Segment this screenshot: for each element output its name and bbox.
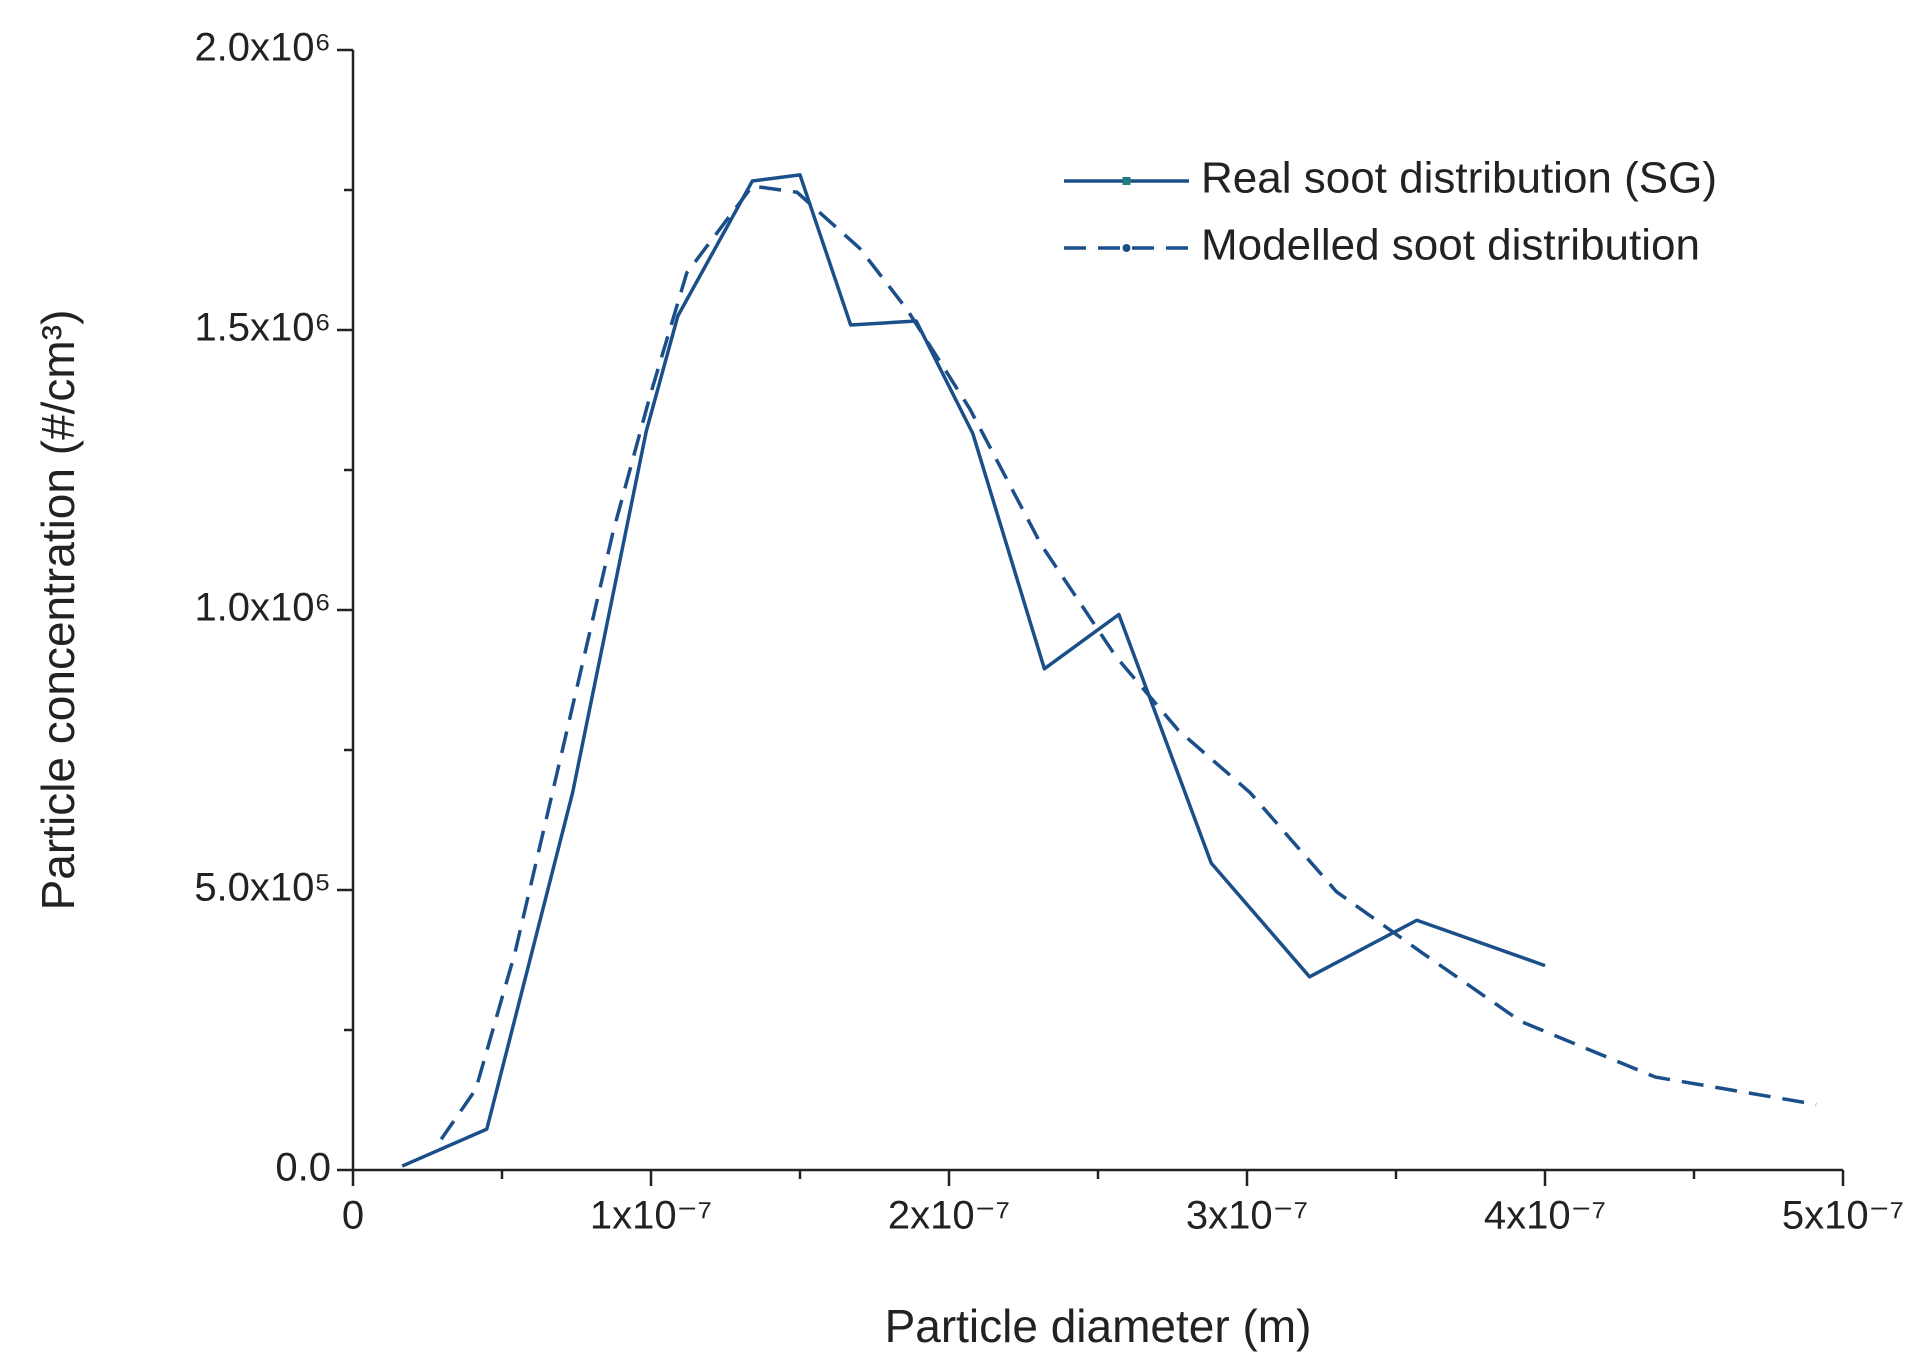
y-tick-label: 5.0x10⁵ [194,866,331,910]
x-tick-label: 2x10⁻⁷ [888,1194,1010,1238]
y-tick-label: 1.5x10⁶ [194,306,331,350]
x-tick-label: 4x10⁻⁷ [1484,1194,1606,1238]
series-line [439,184,1817,1141]
y-axis-title: Particle concentration (#/cm³) [32,310,84,911]
legend-marker [1122,177,1131,185]
y-tick-label: 0.0 [275,1146,331,1190]
legend-label: Real soot distribution (SG) [1201,154,1717,203]
legend-label: Modelled soot distribution [1201,221,1700,270]
legend-marker [1122,244,1131,252]
y-tick-label: 2.0x10⁶ [194,26,331,70]
x-tick-label: 1x10⁻⁷ [590,1194,712,1238]
x-tick-label: 0 [342,1194,364,1238]
y-tick-label: 1.0x10⁶ [194,586,331,630]
x-tick-label: 3x10⁻⁷ [1186,1194,1308,1238]
series-line [401,173,1546,1168]
x-axis-title: Particle diameter (m) [885,1300,1312,1352]
x-tick-label: 5x10⁻⁷ [1782,1194,1904,1238]
